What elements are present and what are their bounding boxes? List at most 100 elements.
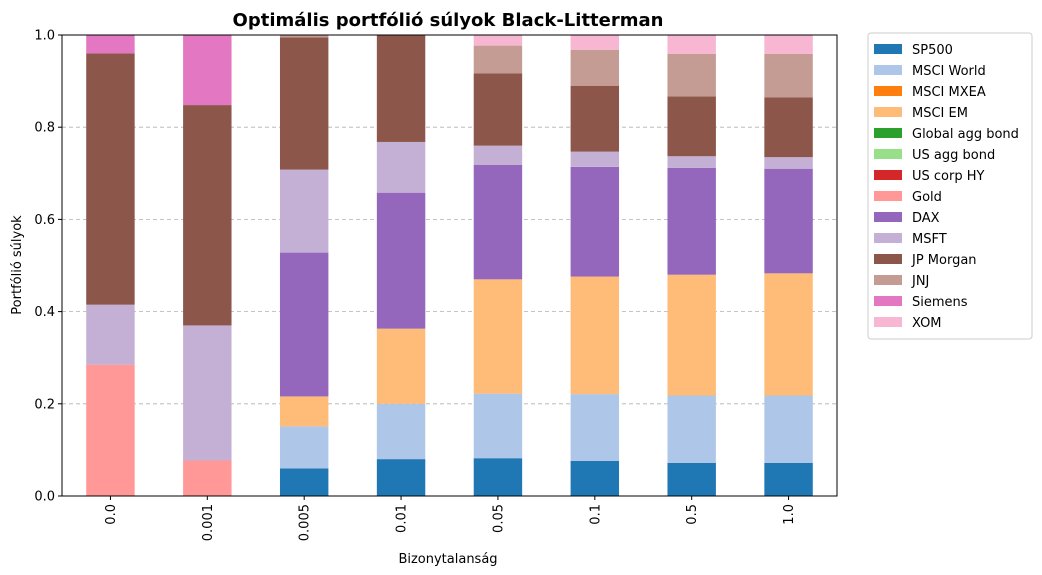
legend-swatch xyxy=(874,191,902,201)
legend-swatch xyxy=(874,212,902,222)
bar-segment xyxy=(86,364,135,496)
bar-segment xyxy=(764,157,813,169)
bar-segment xyxy=(764,395,813,463)
legend-label: MSCI EM xyxy=(912,106,968,121)
bar-segment xyxy=(570,35,620,50)
legend-swatch xyxy=(874,170,902,180)
bars xyxy=(86,35,813,496)
bar-segment xyxy=(183,325,232,461)
bar-segment xyxy=(570,394,620,461)
x-tick-label: 0.001 xyxy=(201,504,216,541)
legend-label: Global agg bond xyxy=(912,127,1019,142)
bar-segment xyxy=(764,97,813,158)
x-axis: 0.0 0.001 0.005 0.01 0.05 0.1 0.5 1.0 xyxy=(104,496,797,541)
x-tick-label: 0.5 xyxy=(685,504,700,525)
bar-segment xyxy=(279,35,329,38)
bar-segment xyxy=(473,145,523,166)
x-tick-label: 0.1 xyxy=(588,504,603,525)
bar-segment xyxy=(570,151,620,167)
bar-segment xyxy=(279,468,329,496)
x-tick-label: 0.0 xyxy=(104,504,119,525)
bar-segment xyxy=(473,279,523,394)
y-tick-label: 0.6 xyxy=(34,213,55,228)
bar-segment xyxy=(86,304,135,365)
legend-swatch xyxy=(874,107,902,117)
y-tick-label: 0.2 xyxy=(34,397,55,412)
bar-segment xyxy=(279,37,329,170)
bar-segment xyxy=(376,459,426,496)
plot-frame xyxy=(61,34,838,497)
bar-segment xyxy=(86,35,135,54)
bar-segment xyxy=(376,192,426,329)
legend-label: Gold xyxy=(912,190,942,205)
bar-segment xyxy=(570,460,620,496)
legend-label: MSFT xyxy=(912,232,947,247)
bar-segment xyxy=(473,393,523,459)
legend-label: Siemens xyxy=(912,295,968,310)
bar-segment xyxy=(473,458,523,496)
bar-segment xyxy=(376,35,426,142)
bar-segment xyxy=(667,167,716,275)
x-tick-label: 0.01 xyxy=(395,504,410,533)
bar-segment xyxy=(183,35,232,106)
chart-title: Optimális portfólió súlyok Black-Litterm… xyxy=(233,10,664,31)
legend-swatch xyxy=(874,296,902,306)
x-axis-label: Bizonytalanság xyxy=(398,552,497,567)
bar-segment xyxy=(667,96,716,157)
bar-segment xyxy=(667,395,716,463)
legend-label: US corp HY xyxy=(912,169,985,184)
legend-label: XOM xyxy=(912,316,942,331)
y-tick-label: 0.8 xyxy=(34,121,55,136)
bar-segment xyxy=(667,274,716,396)
bar-segment xyxy=(667,156,716,168)
bar-segment xyxy=(667,35,716,54)
legend-label: JP Morgan xyxy=(911,253,977,268)
y-axis-label: Portfólió súlyok xyxy=(10,215,25,315)
legend-label: JNJ xyxy=(911,274,929,289)
bar-segment xyxy=(279,169,329,253)
legend-swatch xyxy=(874,254,902,264)
y-tick-label: 0.0 xyxy=(34,490,55,505)
x-tick-label: 1.0 xyxy=(782,504,797,525)
bar-segment xyxy=(764,53,813,98)
bar-segment xyxy=(183,105,232,326)
legend: SP500 MSCI World MSCI MXEA MSCI EM Global ag… xyxy=(867,32,1033,340)
x-tick-label: 0.005 xyxy=(298,504,313,541)
legend-swatch xyxy=(874,44,902,54)
legend-label: MSCI World xyxy=(912,64,986,79)
bar-segment xyxy=(473,165,523,280)
legend-label: MSCI MXEA xyxy=(912,85,986,100)
legend-swatch xyxy=(874,317,902,327)
legend-swatch xyxy=(874,149,902,159)
y-axis: 0.0 0.2 0.4 0.6 0.8 1.0 xyxy=(34,29,62,505)
bar-segment xyxy=(183,460,232,496)
y-tick-label: 1.0 xyxy=(34,29,55,44)
bar-segment xyxy=(376,403,426,460)
legend-label: DAX xyxy=(912,211,940,226)
bar-segment xyxy=(376,328,426,404)
bar-segment xyxy=(764,168,813,274)
x-tick-label: 0.05 xyxy=(491,504,506,533)
bar-segment xyxy=(473,73,523,146)
bar-segment xyxy=(570,85,620,152)
bar-segment xyxy=(473,45,523,74)
bar-segment xyxy=(667,53,716,97)
bar-segment xyxy=(764,273,813,396)
bar-segment xyxy=(376,141,426,193)
legend-swatch xyxy=(874,128,902,138)
bar-segment xyxy=(764,462,813,496)
bar-segment xyxy=(570,166,620,277)
bar-segment xyxy=(667,462,716,496)
bar-segment xyxy=(279,396,329,427)
bar-segment xyxy=(764,35,813,54)
legend-label: US agg bond xyxy=(912,148,995,163)
bar-segment xyxy=(279,252,329,397)
legend-swatch xyxy=(874,65,902,75)
grid xyxy=(62,126,837,405)
bar-segment xyxy=(279,426,329,469)
bar-segment xyxy=(570,276,620,395)
legend-label: SP500 xyxy=(912,43,953,58)
legend-swatch xyxy=(874,233,902,243)
legend-swatch xyxy=(874,86,902,96)
